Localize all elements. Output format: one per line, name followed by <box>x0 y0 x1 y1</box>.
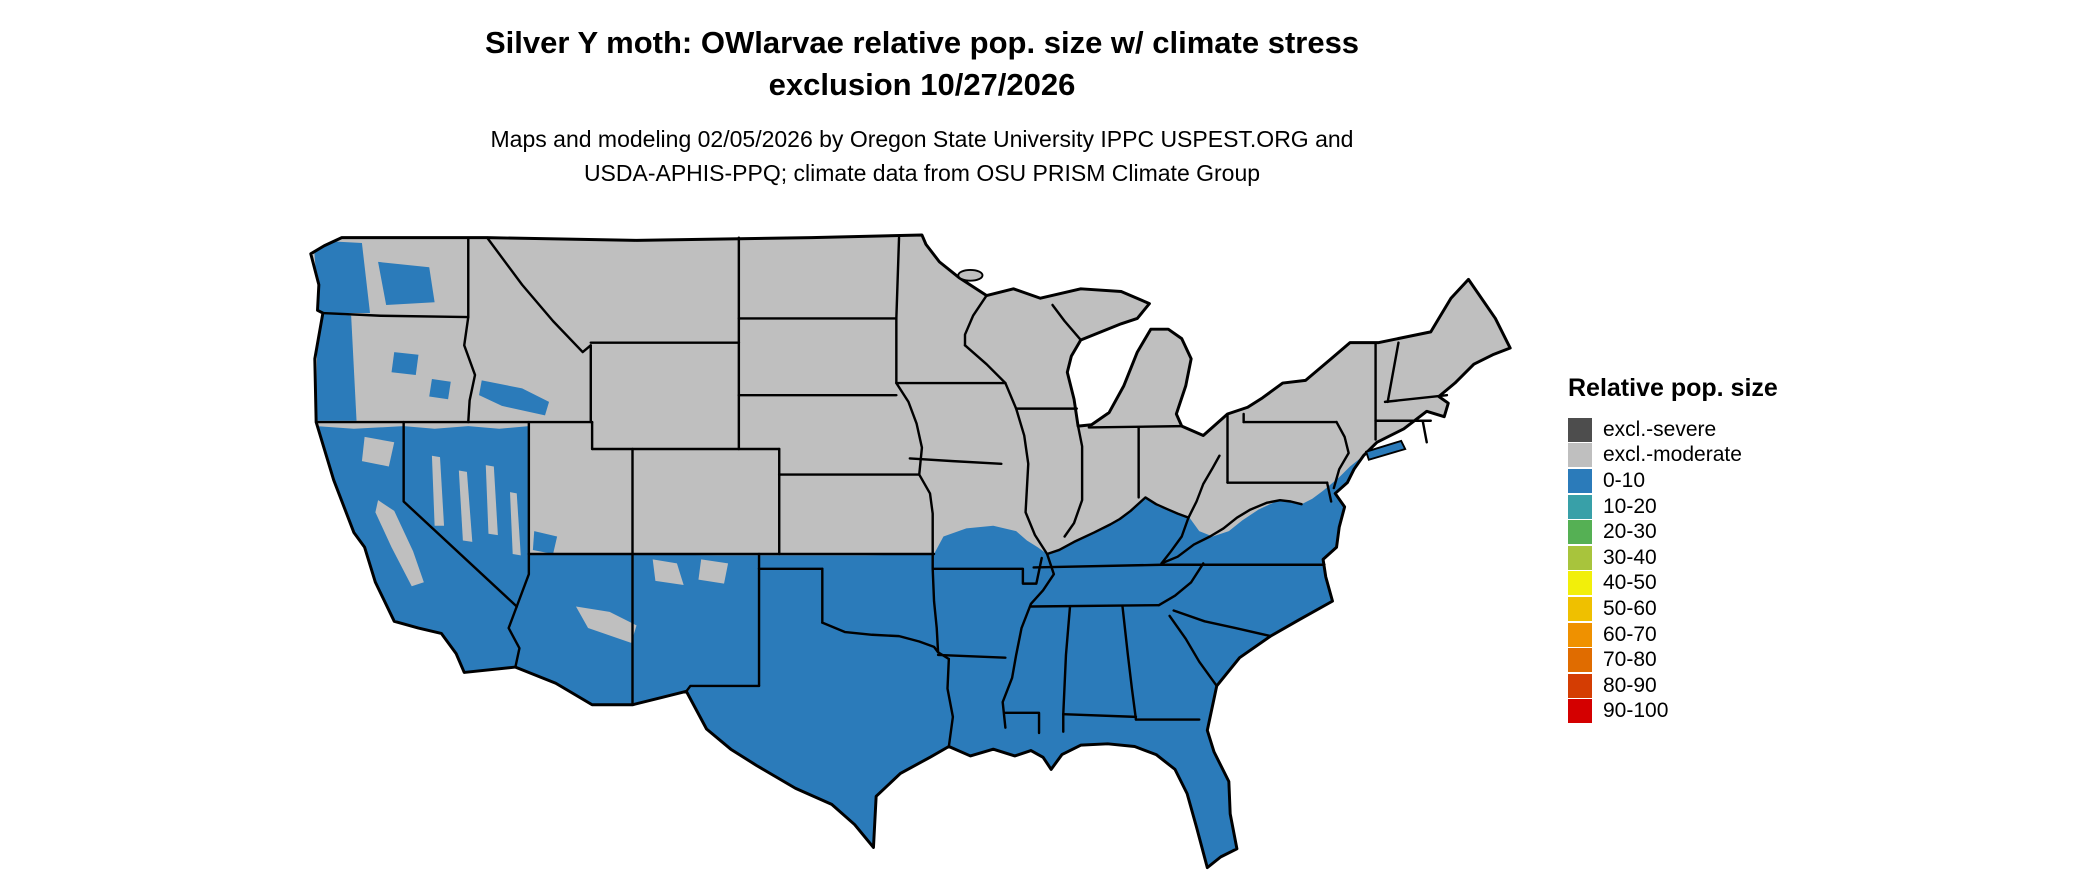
legend-item-excl.-moderate: excl.-moderate <box>1568 443 1778 469</box>
legend-label: 70-80 <box>1603 648 1657 672</box>
legend-label: excl.-severe <box>1603 417 1717 441</box>
legend-swatch <box>1568 545 1592 570</box>
legend-swatch <box>1568 417 1592 442</box>
map-title-line2: exclusion 10/27/2026 <box>768 67 1076 102</box>
legend-label: 50-60 <box>1603 596 1657 620</box>
mountain-exclusion-patches <box>361 436 729 643</box>
legend-item-10-20: 10-20 <box>1568 494 1778 520</box>
legend-swatch <box>1568 596 1592 621</box>
legend-swatch <box>1568 699 1592 724</box>
legend-label: 10-20 <box>1603 494 1657 518</box>
legend-label: 20-30 <box>1603 520 1657 544</box>
legend-item-40-50: 40-50 <box>1568 571 1778 597</box>
legend-swatch <box>1568 443 1592 468</box>
map-subtitle-line2: USDA-APHIS-PPQ; climate data from OSU PR… <box>583 160 1261 186</box>
legend-swatch <box>1568 648 1592 673</box>
legend-label: 40-50 <box>1603 571 1657 595</box>
legend-item-20-30: 20-30 <box>1568 519 1778 545</box>
map-subtitle: Maps and modeling 02/05/2026 by Oregon S… <box>0 122 1844 190</box>
northwest-blue-patches <box>313 240 558 554</box>
legend-label: 60-70 <box>1603 622 1657 646</box>
legend-title: Relative pop. size <box>1568 374 1778 402</box>
legend-item-60-70: 60-70 <box>1568 622 1778 648</box>
legend-swatch <box>1568 571 1592 596</box>
legend-label: 30-40 <box>1603 545 1657 569</box>
map-title-line1: Silver Y moth: OWlarvae relative pop. si… <box>484 25 1360 60</box>
long-island <box>1364 439 1407 461</box>
legend-swatch <box>1568 468 1592 493</box>
legend-swatch <box>1568 622 1592 647</box>
map-subtitle-line1: Maps and modeling 02/05/2026 by Oregon S… <box>490 126 1354 152</box>
legend: Relative pop. size excl.-severe excl.-mod… <box>1568 374 1778 724</box>
legend-item-30-40: 30-40 <box>1568 545 1778 571</box>
state-borders <box>314 236 1449 748</box>
map-title: Silver Y moth: OWlarvae relative pop. si… <box>0 22 1844 106</box>
legend-swatch <box>1568 520 1592 545</box>
legend-item-excl.-severe: excl.-severe <box>1568 417 1778 443</box>
legend-label: 80-90 <box>1603 673 1657 697</box>
legend-item-70-80: 70-80 <box>1568 647 1778 673</box>
legend-swatch <box>1568 494 1592 519</box>
legend-items: excl.-severe excl.-moderate 0-10 10-20 20-30… <box>1568 417 1778 724</box>
legend-label: excl.-moderate <box>1603 443 1742 467</box>
legend-label: 0-10 <box>1603 468 1646 492</box>
legend-swatch <box>1568 673 1592 698</box>
legend-label: 90-100 <box>1603 699 1669 723</box>
legend-item-0-10: 0-10 <box>1568 468 1778 494</box>
legend-item-90-100: 90-100 <box>1568 699 1778 725</box>
legend-item-50-60: 50-60 <box>1568 596 1778 622</box>
legend-item-80-90: 80-90 <box>1568 673 1778 699</box>
us-map <box>309 233 1512 870</box>
isle-royale-island <box>957 269 984 282</box>
us-outline <box>309 233 1512 870</box>
